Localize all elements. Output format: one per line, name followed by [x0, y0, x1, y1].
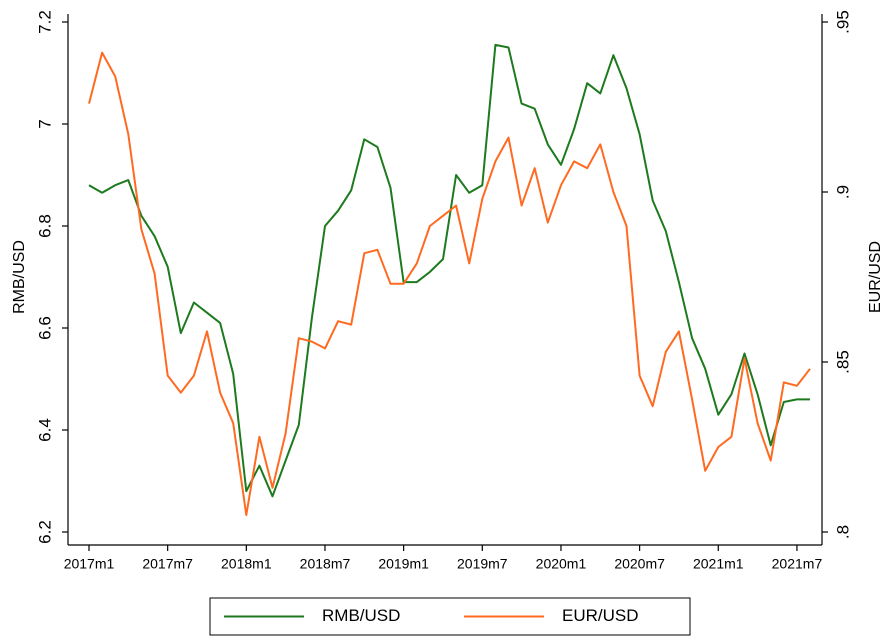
x-tick-label: 2017m1 [64, 556, 115, 572]
x-tick-label: 2021m1 [693, 556, 744, 572]
y2-tick-label: .95 [833, 10, 852, 34]
y-axis-title: RMB/USD [11, 240, 28, 314]
y-tick-label: 6.4 [35, 418, 54, 442]
y-tick-label: 6.2 [35, 520, 54, 544]
y2-tick-label: .85 [833, 350, 852, 374]
x-tick-label: 2017m7 [142, 556, 193, 572]
x-tick-label: 2018m1 [221, 556, 272, 572]
y2-tick-label: .8 [833, 525, 852, 539]
y-tick-label: 6.8 [35, 214, 54, 238]
x-tick-label: 2021m7 [772, 556, 823, 572]
x-tick-label: 2019m1 [378, 556, 429, 572]
x-tick-label: 2020m1 [536, 556, 587, 572]
x-tick-label: 2019m7 [457, 556, 508, 572]
y-tick-label: 7.2 [35, 10, 54, 34]
series-line [88, 43, 810, 498]
legend-label: RMB/USD [322, 606, 400, 625]
y2-tick-label: .9 [833, 185, 852, 199]
legend-label: EUR/USD [562, 606, 639, 625]
x-tick-label: 2020m7 [614, 556, 665, 572]
y-tick-label: 7 [35, 119, 54, 128]
y-tick-label: 6.6 [35, 316, 54, 340]
series-line [88, 51, 811, 516]
x-tick-label: 2018m7 [300, 556, 351, 572]
y2-axis-title: EUR/USD [867, 241, 884, 313]
